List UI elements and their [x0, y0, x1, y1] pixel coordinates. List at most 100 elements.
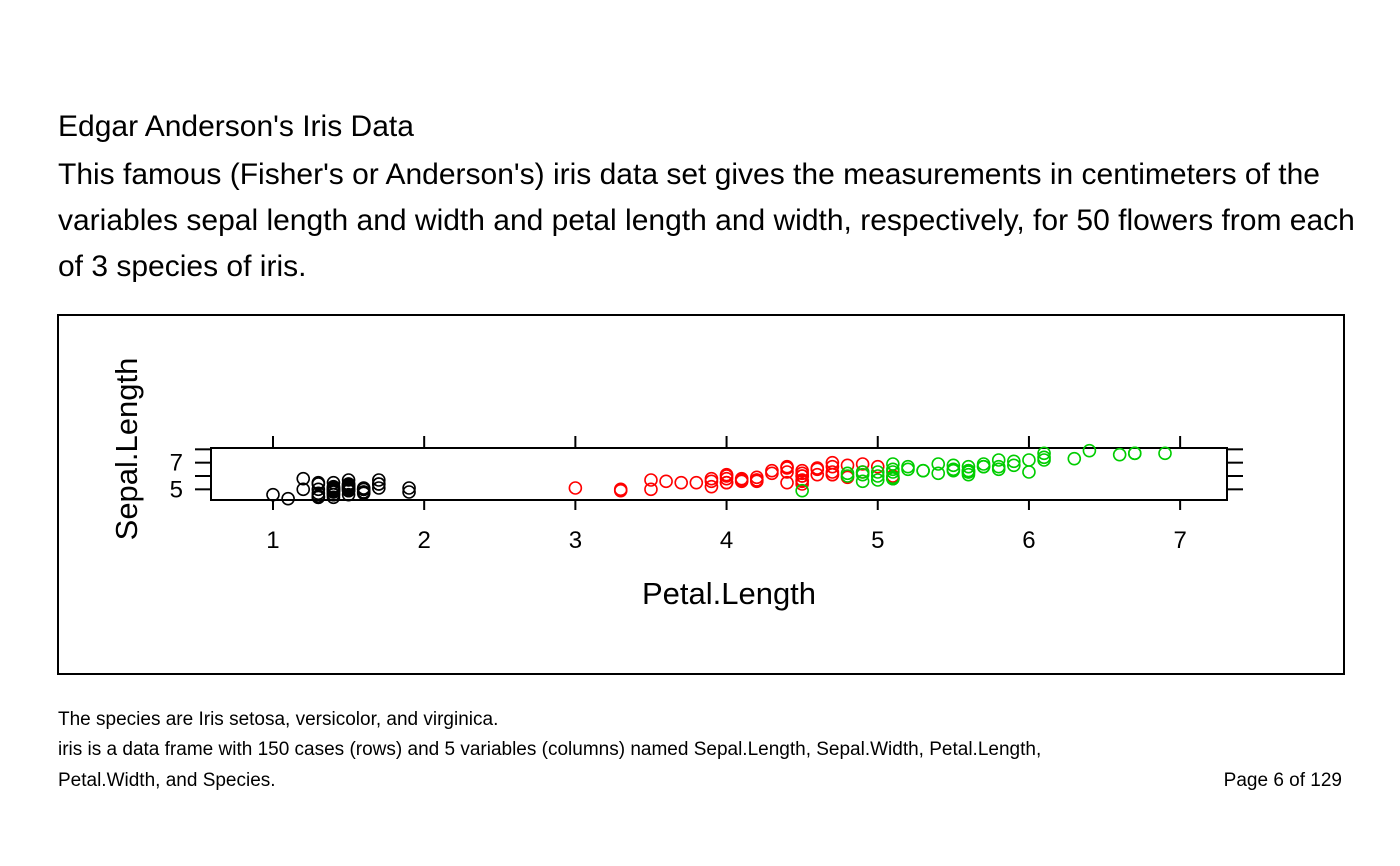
data-point — [840, 469, 855, 483]
data-point — [825, 459, 840, 474]
data-point — [402, 481, 416, 495]
data-point — [311, 482, 326, 497]
x-tick-label: 2 — [417, 527, 430, 554]
data-point — [659, 474, 673, 489]
data-point — [689, 475, 704, 490]
data-point — [780, 461, 794, 475]
data-point — [1127, 446, 1142, 461]
data-point — [976, 459, 991, 474]
data-point — [931, 466, 946, 481]
data-point — [870, 465, 885, 479]
data-point — [916, 463, 930, 478]
data-point — [810, 461, 825, 475]
data-point — [1112, 447, 1127, 462]
data-point — [341, 478, 356, 493]
data-point — [946, 463, 961, 478]
data-point — [795, 483, 809, 498]
x-tick-label: 3 — [569, 527, 582, 554]
footer-line-variables: Petal.Width, and Species. — [58, 770, 276, 791]
data-point — [825, 467, 840, 482]
data-point — [976, 457, 991, 471]
chart-frame: 1 2 3 4 5 6 7 5 7 Petal.Length Sepal.Length — [57, 314, 1345, 675]
data-point — [719, 467, 734, 482]
data-point — [341, 487, 356, 502]
data-point — [704, 479, 719, 494]
x-tick-label: 5 — [871, 527, 884, 554]
y-tick-label: 7 — [170, 450, 183, 477]
data-point — [296, 471, 311, 486]
data-point — [780, 475, 794, 490]
description-paragraph: This famous (Fisher's or Anderson's) iri… — [58, 158, 1355, 283]
data-point — [901, 459, 915, 474]
data-point — [1022, 453, 1036, 467]
data-point — [1067, 451, 1082, 466]
data-point — [341, 473, 356, 487]
data-point — [311, 475, 326, 490]
data-point — [719, 471, 734, 486]
data-point — [372, 481, 386, 495]
data-point — [402, 485, 416, 499]
data-point — [749, 473, 764, 487]
data-point — [326, 482, 341, 497]
plot-panel-border — [210, 447, 1228, 501]
data-point — [931, 457, 946, 471]
y-axis-label: Sepal.Length — [109, 358, 144, 541]
data-point — [372, 477, 386, 491]
data-point — [568, 481, 583, 495]
data-point — [991, 453, 1006, 467]
data-point — [795, 469, 809, 483]
data-point — [311, 490, 326, 505]
data-point — [296, 482, 311, 497]
data-point — [810, 467, 825, 482]
data-point — [266, 487, 280, 502]
y-tick-label: 5 — [170, 476, 183, 503]
data-point — [1082, 443, 1097, 458]
data-point — [719, 475, 734, 490]
data-point — [855, 457, 870, 471]
data-point — [1022, 465, 1036, 479]
footer-line-species: The species are Iris setosa, versicolor,… — [58, 709, 499, 730]
data-point — [991, 459, 1006, 474]
data-point — [765, 466, 779, 481]
data-point — [644, 482, 658, 497]
data-point — [1007, 454, 1021, 469]
page-number: Page 6 of 129 — [1223, 770, 1342, 791]
data-point — [886, 465, 900, 479]
x-axis-label: Petal.Length — [642, 576, 816, 611]
data-point — [961, 459, 976, 474]
data-point — [1037, 450, 1051, 465]
data-point — [886, 457, 900, 471]
x-tick-label: 7 — [1173, 527, 1186, 554]
data-point — [674, 475, 689, 490]
x-tick-label: 1 — [266, 527, 279, 554]
data-point — [840, 458, 855, 473]
data-point — [855, 465, 870, 479]
data-point — [704, 471, 719, 486]
data-point — [780, 465, 794, 479]
data-point — [281, 491, 295, 506]
data-point — [870, 469, 885, 483]
data-point — [961, 465, 976, 479]
data-point — [886, 470, 900, 485]
x-tick-label: 4 — [720, 527, 733, 554]
footer-line-structure: iris is a data frame with 150 cases (row… — [58, 739, 1042, 760]
data-point — [870, 459, 885, 474]
data-point — [372, 473, 386, 487]
data-point — [795, 477, 809, 491]
data-point — [1037, 446, 1051, 461]
data-point — [1158, 446, 1172, 461]
x-tick-label: 6 — [1022, 527, 1035, 554]
data-point — [734, 473, 749, 487]
data-point — [613, 482, 628, 497]
data-point — [765, 463, 779, 478]
data-point — [901, 462, 915, 477]
data-point — [326, 487, 341, 502]
data-point — [356, 481, 371, 495]
data-point — [1007, 458, 1021, 473]
data-point — [870, 473, 885, 487]
page-title: Edgar Anderson's Iris Data — [58, 110, 414, 143]
data-point — [946, 458, 961, 473]
data-point — [644, 473, 658, 487]
data-point — [855, 474, 870, 489]
